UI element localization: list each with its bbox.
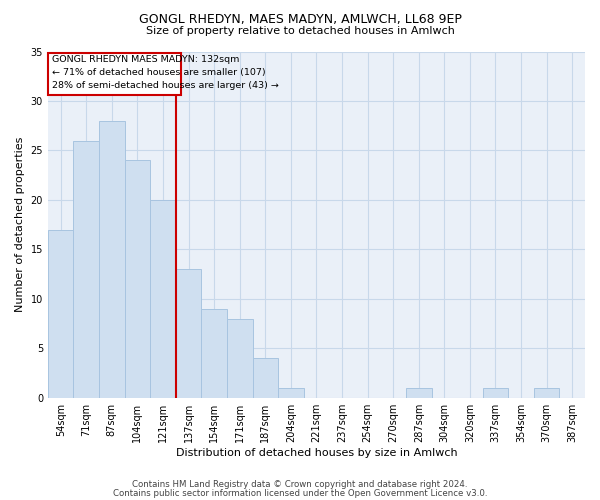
Y-axis label: Number of detached properties: Number of detached properties [15,137,25,312]
FancyBboxPatch shape [49,54,181,95]
Bar [227,318,253,398]
Bar [534,388,559,398]
Bar [73,140,99,398]
Bar [406,388,431,398]
Bar [176,269,202,398]
Text: Contains public sector information licensed under the Open Government Licence v3: Contains public sector information licen… [113,489,487,498]
Bar [150,200,176,398]
Text: GONGL RHEDYN MAES MADYN: 132sqm
← 71% of detached houses are smaller (107)
28% o: GONGL RHEDYN MAES MADYN: 132sqm ← 71% of… [52,55,279,90]
Text: Size of property relative to detached houses in Amlwch: Size of property relative to detached ho… [146,26,454,36]
Bar [125,160,150,398]
X-axis label: Distribution of detached houses by size in Amlwch: Distribution of detached houses by size … [176,448,457,458]
Text: GONGL RHEDYN, MAES MADYN, AMLWCH, LL68 9EP: GONGL RHEDYN, MAES MADYN, AMLWCH, LL68 9… [139,12,461,26]
Bar [482,388,508,398]
Bar [202,308,227,398]
Bar [278,388,304,398]
Bar [48,230,73,398]
Bar [253,358,278,398]
Bar [99,120,125,398]
Text: Contains HM Land Registry data © Crown copyright and database right 2024.: Contains HM Land Registry data © Crown c… [132,480,468,489]
